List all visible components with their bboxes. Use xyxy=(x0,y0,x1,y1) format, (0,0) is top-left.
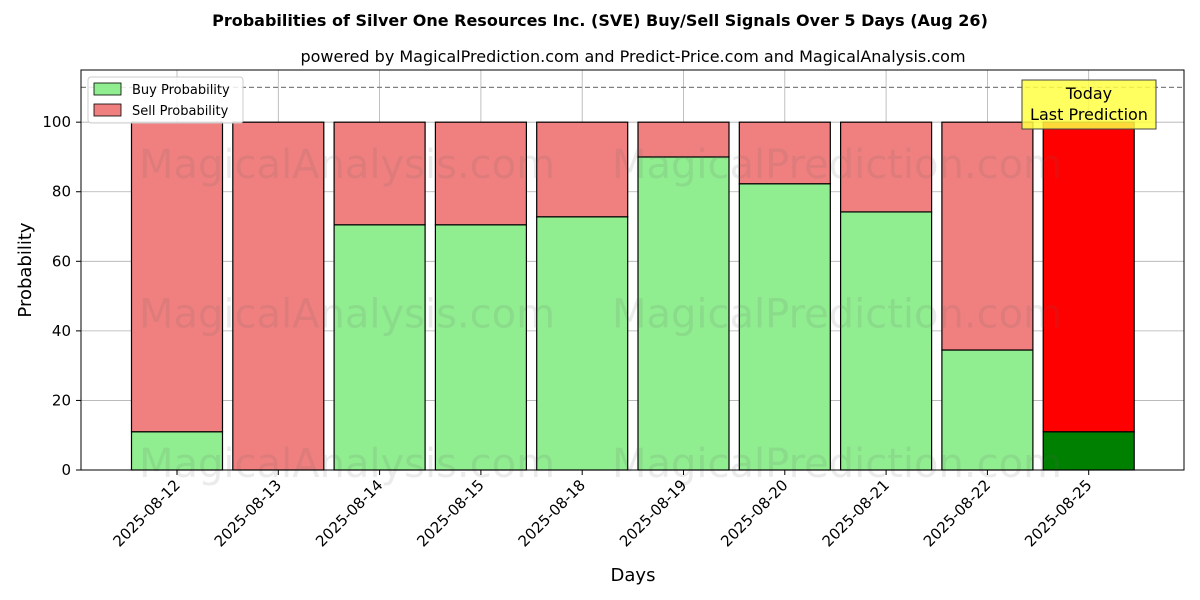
bar-sell-2025-08-19 xyxy=(637,121,730,158)
y-tick-label: 60 xyxy=(52,252,71,270)
today-annotation-line2: Last Prediction xyxy=(1030,105,1148,124)
watermark-text: MagicalAnalysis.com xyxy=(139,291,555,337)
y-tick-label: 80 xyxy=(52,183,71,201)
bar-sell-2025-08-20 xyxy=(738,121,831,185)
today-annotation: Today Last Prediction xyxy=(1021,79,1157,130)
legend-sell-label: Sell Probability xyxy=(132,104,229,119)
y-tick-label: 40 xyxy=(52,322,71,340)
watermark-text: MagicalPrediction.com xyxy=(612,291,1062,337)
bar-sell-2025-08-18 xyxy=(536,121,629,218)
bar-buy-2025-08-14 xyxy=(333,224,426,471)
y-axis-label: Probability xyxy=(15,222,36,317)
y-axis-ticks: 0 20 40 60 80 100 xyxy=(42,113,81,479)
plot-frame xyxy=(80,69,1185,471)
watermarks: MagicalAnalysis.com MagicalPrediction.com… xyxy=(139,142,1062,487)
x-tick-label: 2025-08-14 xyxy=(312,476,386,550)
x-tick-label: 2025-08-19 xyxy=(616,476,690,550)
x-tick-label: 2025-08-20 xyxy=(717,476,791,550)
y-tick-label: 20 xyxy=(52,391,71,409)
bars xyxy=(130,121,1135,471)
x-tick-label: 2025-08-13 xyxy=(211,476,285,550)
x-tick-label: 2025-08-25 xyxy=(1021,476,1095,550)
legend: Buy Probability Sell Probability xyxy=(87,76,244,124)
bar-buy-2025-08-19 xyxy=(637,156,730,471)
legend-box xyxy=(87,76,244,124)
watermark-text: MagicalAnalysis.com xyxy=(139,441,555,487)
bar-sell-2025-08-12 xyxy=(130,121,224,433)
bar-sell-2025-08-21 xyxy=(839,121,933,213)
y-tick-label: 100 xyxy=(42,113,71,131)
chart-title: Probabilities of Silver One Resources In… xyxy=(212,11,988,30)
x-tick-label: 2025-08-18 xyxy=(515,476,589,550)
legend-buy-swatch xyxy=(93,82,122,96)
bar-sell-2025-08-14 xyxy=(333,121,426,226)
bar-buy-2025-08-22 xyxy=(941,349,1034,471)
bar-sell-2025-08-25 xyxy=(1042,121,1135,433)
bar-buy-2025-08-20 xyxy=(738,183,831,471)
bar-sell-2025-08-22 xyxy=(941,121,1034,351)
x-axis-label: Days xyxy=(611,565,656,586)
x-tick-label: 2025-08-21 xyxy=(819,476,893,550)
watermark-text: MagicalAnalysis.com xyxy=(139,142,555,188)
bar-buy-2025-08-18 xyxy=(536,216,629,471)
x-tick-label: 2025-08-22 xyxy=(920,476,994,550)
x-tick-label: 2025-08-15 xyxy=(413,476,487,550)
bar-buy-2025-08-21 xyxy=(839,211,933,471)
x-tick-label: 2025-08-12 xyxy=(109,476,183,550)
legend-sell-swatch xyxy=(93,103,122,117)
y-tick-label: 0 xyxy=(61,461,71,479)
bar-sell-2025-08-15 xyxy=(434,121,527,226)
watermark-text: MagicalPrediction.com xyxy=(612,441,1062,487)
chart-subtitle: powered by MagicalPrediction.com and Pre… xyxy=(300,47,965,66)
legend-buy-label: Buy Probability xyxy=(132,83,230,98)
watermark-text: MagicalPrediction.com xyxy=(612,142,1062,188)
today-annotation-line1: Today xyxy=(1065,84,1112,103)
today-annotation-box xyxy=(1021,79,1157,130)
bar-buy-2025-08-15 xyxy=(434,224,527,471)
